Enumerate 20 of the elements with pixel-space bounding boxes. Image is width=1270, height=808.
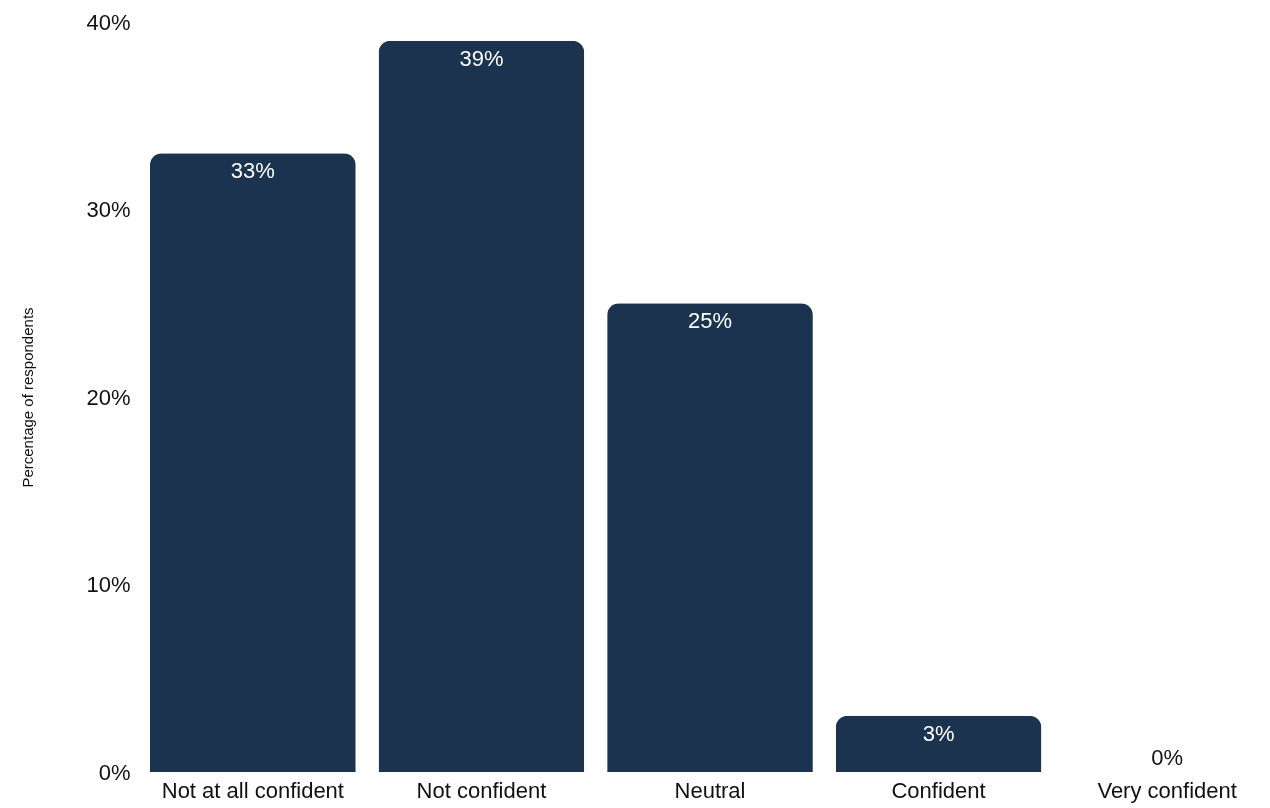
bar [607,303,813,772]
x-tick-label: Neutral [674,777,746,803]
y-tick-label: 0% [98,759,131,785]
y-tick-label: 10% [86,572,131,597]
x-tick-label: Very confident [1097,777,1237,803]
data-label: 3% [922,720,955,746]
y-tick-label: 40% [86,9,131,35]
data-label: 25% [687,308,733,334]
y-tick-label: 20% [86,384,131,410]
bar [835,715,1042,772]
bar [378,40,585,772]
x-tick-label: Not confident [416,777,547,803]
y-tick-label: 30% [86,197,131,222]
data-label: 33% [230,158,275,184]
y-axis-title: Percentage of respondents [19,307,37,488]
bar [150,153,356,772]
x-tick-label: Confident [891,777,986,803]
x-tick-label: Not at all confident [161,777,344,803]
data-label: 39% [459,45,504,71]
data-label: 0% [1151,745,1184,770]
